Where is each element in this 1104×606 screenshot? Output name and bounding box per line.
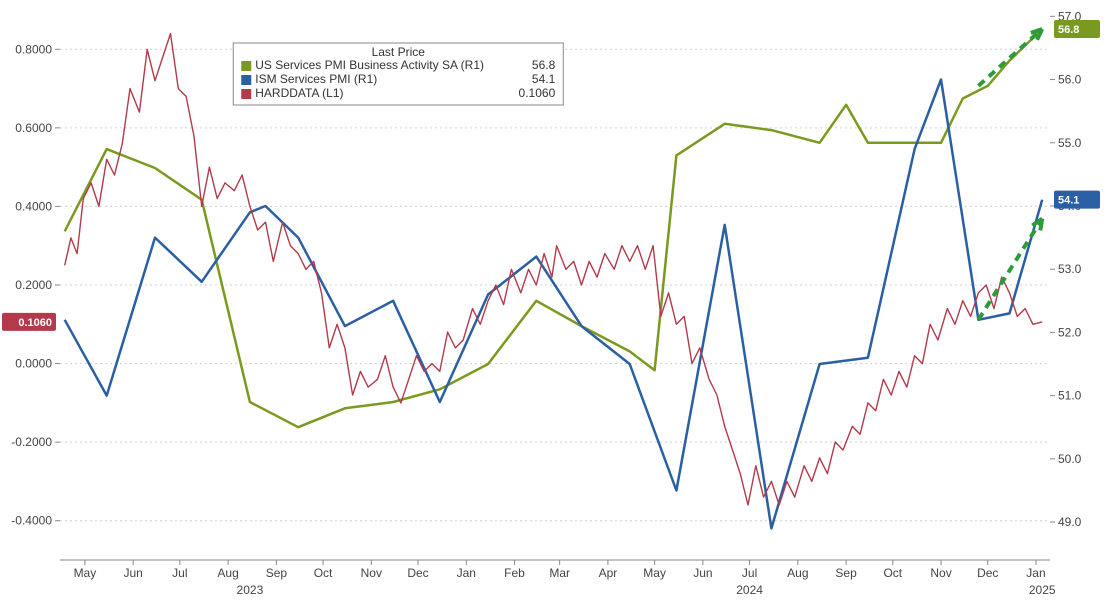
x-tick-label: Jun (123, 566, 142, 580)
legend-label: HARDDATA (L1) (255, 86, 343, 100)
left-tick-label: -0.4000 (11, 514, 52, 528)
right-value-badge-text: 54.1 (1058, 195, 1079, 207)
legend-label: US Services PMI Business Activity SA (R1… (255, 58, 484, 72)
x-tick-label: Jun (693, 566, 712, 580)
x-year-label: 2025 (1029, 583, 1056, 597)
main-chart: May Jun Jul Aug Sep Oct Nov Dec Jan Feb Mar Apr May J… (0, 0, 1104, 606)
x-tick-label: Mar (549, 566, 570, 580)
right-tick-label: 56.0 (1058, 73, 1082, 87)
x-tick-label: Feb (504, 566, 525, 580)
x-tick-label: Oct (883, 566, 902, 580)
x-tick-label: Aug (787, 566, 808, 580)
x-tick-label: Dec (407, 566, 428, 580)
legend-marker (241, 75, 251, 85)
right-tick-label: 49.0 (1058, 515, 1082, 529)
x-tick-label: Jan (457, 566, 476, 580)
x-tick-label: May (643, 566, 666, 580)
legend-marker (241, 61, 251, 71)
legend-marker (241, 89, 251, 99)
left-tick-label: -0.2000 (11, 435, 52, 449)
legend-value: 54.1 (532, 72, 556, 86)
legend-label: ISM Services PMI (R1) (255, 72, 377, 86)
left-tick-label: 0.6000 (15, 121, 52, 135)
right-tick-label: 52.0 (1058, 325, 1082, 339)
legend-value: 56.8 (532, 58, 556, 72)
left-value-badge-text: 0.1060 (18, 317, 52, 329)
x-tick-label: Sep (835, 566, 857, 580)
x-tick-label: Jul (742, 566, 757, 580)
chart-container: May Jun Jul Aug Sep Oct Nov Dec Jan Feb Mar Apr May J… (0, 0, 1104, 606)
right-tick-label: 53.0 (1058, 262, 1082, 276)
x-tick-label: Apr (599, 566, 618, 580)
x-tick-label: Aug (217, 566, 238, 580)
legend: Last PriceUS Services PMI Business Activ… (233, 43, 563, 105)
left-tick-label: 0.0000 (15, 357, 52, 371)
x-tick-label: Jul (172, 566, 187, 580)
legend-value: 0.1060 (519, 86, 556, 100)
right-value-badge-text: 56.8 (1058, 24, 1079, 36)
x-tick-label: Nov (361, 566, 382, 580)
x-year-label: 2024 (736, 583, 763, 597)
left-tick-label: 0.2000 (15, 278, 52, 292)
x-tick-label: Oct (314, 566, 333, 580)
right-tick-label: 50.0 (1058, 452, 1082, 466)
left-tick-label: 0.8000 (15, 42, 52, 56)
right-tick-label: 55.0 (1058, 136, 1082, 150)
right-tick-label: 51.0 (1058, 389, 1082, 403)
x-tick-label: Dec (977, 566, 998, 580)
left-tick-label: 0.4000 (15, 199, 52, 213)
x-tick-label: Jan (1026, 566, 1045, 580)
x-year-label: 2023 (237, 583, 264, 597)
x-tick-label: May (74, 566, 97, 580)
x-tick-label: Sep (266, 566, 288, 580)
x-tick-label: Nov (930, 566, 951, 580)
legend-title: Last Price (372, 45, 426, 59)
